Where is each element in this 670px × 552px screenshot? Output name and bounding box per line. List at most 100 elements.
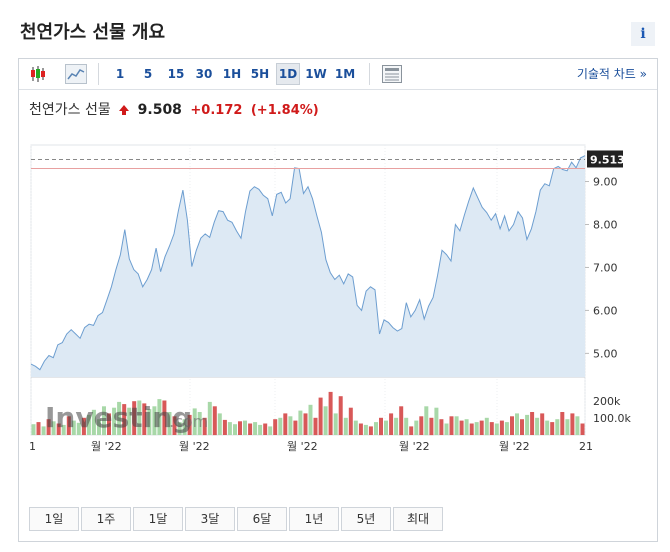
interval-15[interactable]: 15 [167, 67, 185, 81]
interval-1m[interactable]: 1M [334, 67, 356, 81]
volume-bar [212, 406, 217, 436]
volume-bar [494, 423, 499, 435]
interval-1d[interactable]: 1D [276, 63, 300, 85]
volume-bar [71, 420, 76, 435]
volume-bar [308, 404, 313, 435]
range-button-1[interactable]: 1주 [81, 507, 131, 531]
interval-5[interactable]: 5 [143, 67, 153, 81]
volume-bar [51, 421, 56, 435]
volume-bar [137, 400, 142, 435]
volume-bar [238, 421, 242, 435]
interval-30[interactable]: 30 [195, 67, 213, 81]
interval-1w[interactable]: 1W [305, 67, 327, 81]
volume-bar [399, 406, 404, 436]
volume-bar [439, 419, 444, 435]
volume-bar [550, 422, 555, 435]
volume-bar [258, 424, 263, 435]
volume-bar [56, 423, 61, 435]
volume-bar [147, 409, 152, 435]
volume-bar [469, 423, 474, 435]
volume-bar [560, 412, 565, 435]
y-tick-label: 7.00 [593, 261, 618, 274]
range-button-7[interactable]: 최대 [393, 507, 443, 531]
volume-bar [409, 426, 414, 435]
range-button-3[interactable]: 3달 [185, 507, 235, 531]
instrument-name: 천연가스 선물 [29, 102, 111, 118]
volume-bar [293, 420, 298, 435]
range-button-4[interactable]: 6달 [237, 507, 287, 531]
volume-bar [298, 410, 303, 435]
volume-bar [489, 422, 494, 435]
volume-bar [202, 417, 207, 436]
volume-bar [530, 412, 535, 435]
quote-header: 천연가스 선물 9.508 +0.172 (+1.84%) [29, 99, 319, 119]
volume-bar [278, 417, 283, 436]
volume-bar [81, 417, 86, 436]
volume-bar [348, 407, 353, 435]
volume-bar [217, 413, 222, 435]
volume-bar [454, 416, 459, 435]
chart-toolbar: 1 5 15 30 1H 5H 1D 1W 1M 기술적 차트 » [19, 59, 657, 90]
current-price-tag [587, 150, 623, 168]
volume-bar [414, 420, 419, 435]
range-button-2[interactable]: 1달 [133, 507, 183, 531]
y-tick-label: 9.00 [593, 176, 618, 189]
volume-bar [570, 413, 575, 435]
volume-bar [394, 417, 399, 436]
volume-bar [263, 423, 268, 435]
x-tick-label: 21 [579, 440, 593, 453]
volume-bar [525, 414, 530, 435]
volume-bar [318, 397, 323, 435]
volume-bar [459, 420, 464, 435]
volume-bar [233, 424, 237, 435]
volume-bar [122, 404, 127, 435]
volume-bar [86, 414, 91, 435]
range-button-6[interactable]: 5년 [341, 507, 391, 531]
candlestick-icon[interactable] [29, 65, 47, 83]
volume-bar [580, 423, 585, 435]
price-change-pct: (+1.84%) [250, 103, 319, 118]
price-area [31, 155, 585, 377]
interval-5h[interactable]: 5H [250, 67, 270, 81]
chart-layout-icon[interactable] [381, 64, 403, 84]
volume-bar [227, 422, 232, 435]
price-line [30, 155, 586, 371]
volume-bar [313, 417, 318, 436]
volume-bar [162, 400, 167, 435]
volume-bar [353, 420, 358, 435]
current-price-label: 9.513 [590, 153, 625, 166]
info-icon[interactable]: i [631, 22, 655, 46]
x-tick-label: 월 '22 [91, 440, 122, 453]
volume-bar [36, 422, 41, 435]
price-change: +0.172 [190, 103, 243, 118]
area-chart-icon[interactable] [65, 64, 87, 84]
last-price: 9.508 [137, 102, 182, 118]
volume-bar [479, 420, 484, 435]
volume-bar [102, 406, 106, 436]
volume-bar [444, 423, 449, 435]
volume-bar [368, 426, 373, 435]
volume-bar [243, 420, 247, 435]
toolbar-separator [98, 63, 99, 85]
interval-1h[interactable]: 1H [222, 67, 242, 81]
volume-bar [363, 424, 368, 435]
volume-bar [253, 422, 258, 435]
volume-bar [484, 417, 489, 436]
volume-bar [127, 407, 132, 435]
range-selector: 1일 1주 1달 3달 6달 1년 5년 최대 [29, 507, 445, 531]
volume-bar [464, 419, 469, 435]
volume-bar [515, 413, 519, 435]
volume-bar [449, 416, 454, 435]
interval-1[interactable]: 1 [115, 67, 125, 81]
price-chart[interactable]: 5.00 6.00 7.00 8.00 9.00 9.513 200k 100.0k Inves… [19, 135, 657, 475]
technical-chart-link[interactable]: 기술적 차트 » [576, 67, 647, 81]
volume-bar [97, 419, 101, 435]
volume-bar [389, 413, 394, 435]
volume-bar [61, 424, 66, 435]
volume-bar [197, 412, 202, 435]
range-button-5[interactable]: 1년 [289, 507, 339, 531]
volume-bar [248, 423, 253, 435]
range-button-0[interactable]: 1일 [29, 507, 79, 531]
volume-bar [565, 419, 570, 435]
page-title: 천연가스 선물 개요 [20, 22, 166, 43]
